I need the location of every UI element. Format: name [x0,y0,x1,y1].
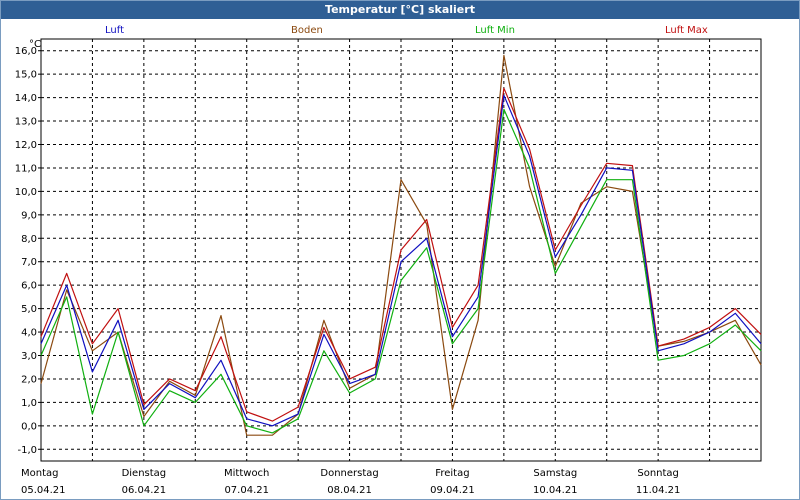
x-tick-date-label: 05.04.21 [21,485,66,496]
x-tick-day-label: Donnerstag [320,468,378,479]
x-tick-day-label: Montag [21,468,58,479]
y-tick-label: 9,0 [21,210,37,221]
legend-luft: Luft [105,25,124,36]
x-tick-date-label: 09.04.21 [430,485,475,496]
x-tick-date-label: 07.04.21 [224,485,269,496]
y-tick-label: 4,0 [21,328,37,339]
series-line-luft [40,94,762,427]
legend-luft-min: Luft Min [475,25,515,36]
y-tick-label: 15,0 [15,70,37,81]
x-tick-day-label: Freitag [435,468,469,479]
y-tick-label: 12,0 [15,140,37,151]
legend-luft-max: Luft Max [665,25,708,36]
y-tick-label: 11,0 [15,163,37,174]
x-tick-day-label: Dienstag [122,468,167,479]
x-tick-date-label: 11.04.21 [636,485,681,496]
series-line-luft-max [40,87,762,422]
y-tick-label: 8,0 [21,234,37,245]
y-tick-label: 2,0 [21,374,37,385]
y-tick-label: 7,0 [21,257,37,268]
x-tick-day-label: Mittwoch [224,468,269,479]
series-line-luft-min [40,108,762,434]
y-tick-label: 14,0 [15,93,37,104]
x-tick-day-label: Sonntag [637,468,679,479]
x-tick-date-label: 06.04.21 [122,485,167,496]
y-tick-label: 6,0 [21,281,37,292]
x-tick-day-label: Samstag [533,468,577,479]
y-tick-label: 0,0 [21,421,37,432]
x-tick-date-label: 10.04.21 [533,485,578,496]
y-tick-label: 3,0 [21,351,37,362]
y-tick-label: 1,0 [21,398,37,409]
y-tick-label: 16,0 [15,46,37,57]
y-axis-label: °C [29,39,41,50]
y-tick-label: -1,0 [17,445,37,456]
y-tick-label: 13,0 [15,117,37,128]
y-tick-label: 5,0 [21,304,37,315]
legend-boden: Boden [291,25,323,36]
window-title: Temperatur [°C] skaliert [1,1,799,19]
x-tick-date-label: 08.04.21 [327,485,372,496]
y-tick-label: 10,0 [15,187,37,198]
